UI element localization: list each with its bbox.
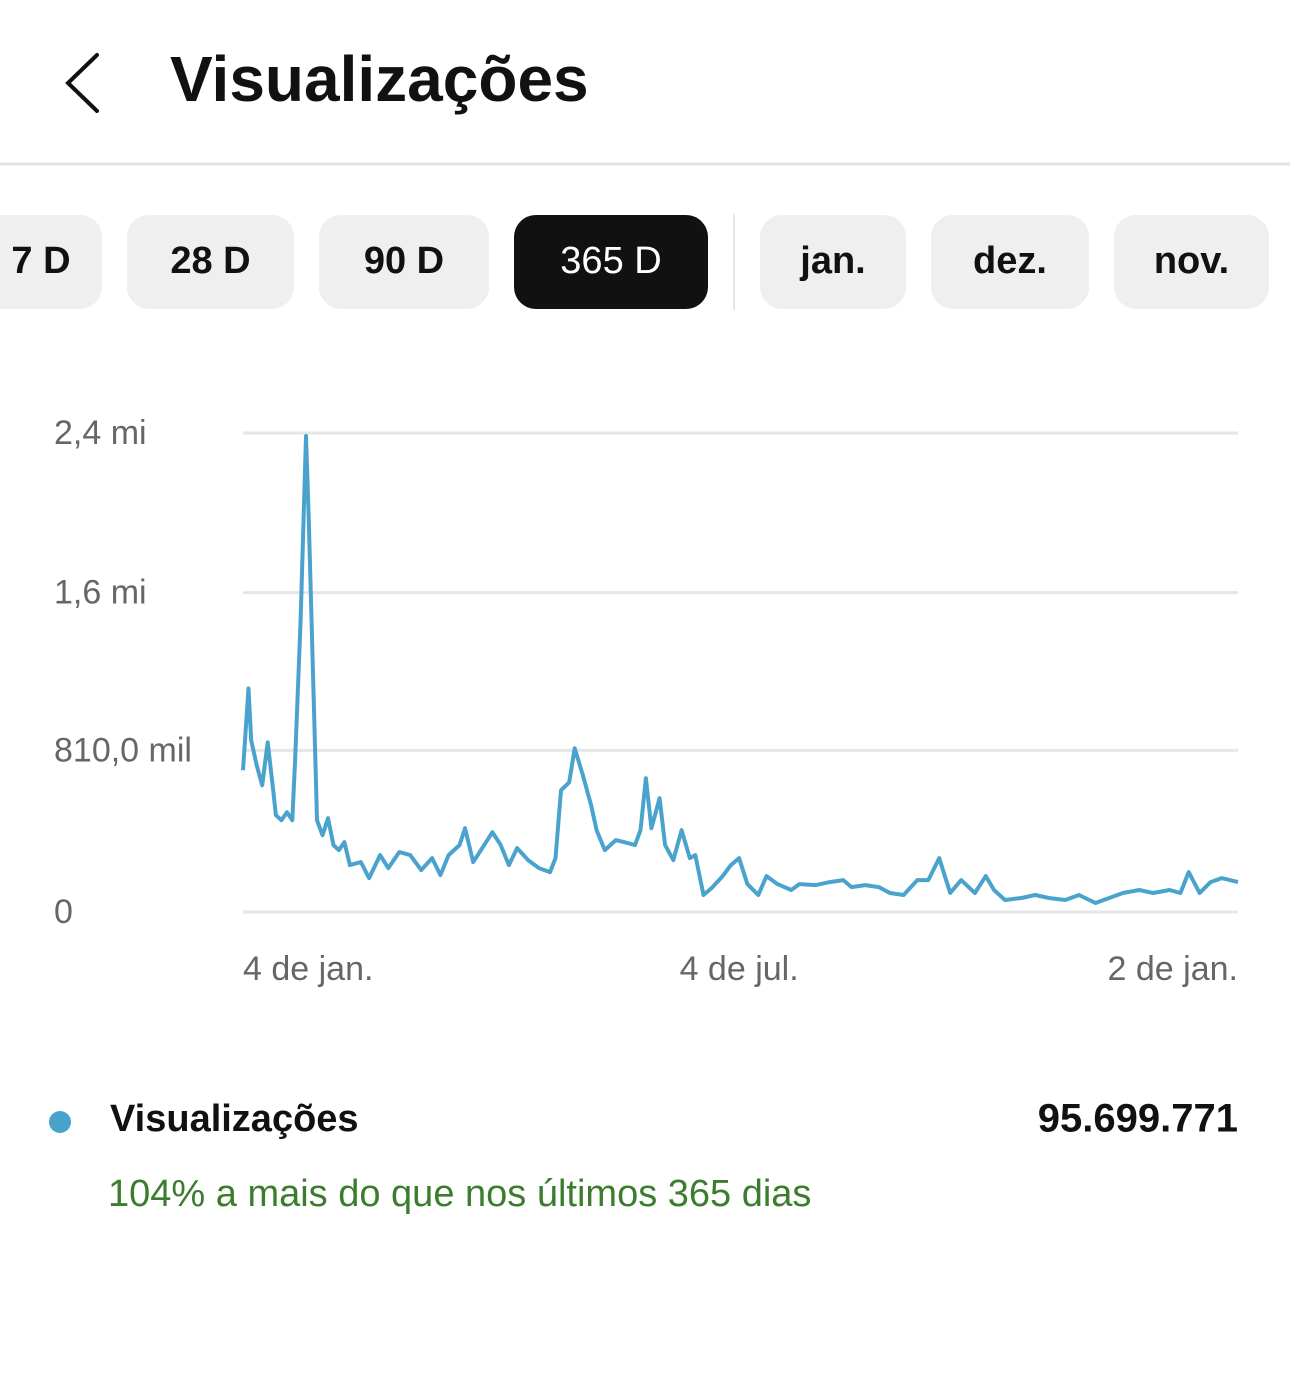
page-title: Visualizações	[170, 43, 589, 115]
y-tick-label: 0	[54, 893, 73, 931]
tab[interactable]	[514, 215, 708, 309]
legend-name: Visualizações	[110, 1098, 359, 1140]
x-tick-label: 4 de jan.	[243, 950, 373, 988]
tab[interactable]	[931, 215, 1089, 309]
tab-label[interactable]: 365 D	[560, 240, 661, 282]
x-tick-label: 2 de jan.	[1108, 950, 1238, 988]
tab[interactable]	[319, 215, 489, 309]
y-tick-label: 810,0 mil	[54, 731, 192, 769]
tab[interactable]	[760, 215, 906, 309]
tab-label[interactable]: 28 D	[170, 240, 250, 282]
total-value: 95.699.771	[1038, 1097, 1238, 1141]
tab-label[interactable]: dez.	[973, 240, 1047, 282]
tab-label[interactable]: jan.	[799, 240, 865, 282]
x-tick-label: 4 de jul.	[680, 950, 799, 988]
tab-label[interactable]: nov.	[1154, 240, 1229, 282]
tab[interactable]	[1114, 215, 1269, 309]
legend-dot	[49, 1111, 71, 1133]
data-line	[241, 434, 1239, 905]
back-button[interactable]	[65, 53, 99, 113]
tab[interactable]	[0, 215, 102, 309]
tab[interactable]	[127, 215, 294, 309]
y-tick-label: 2,4 mi	[54, 414, 147, 452]
y-tick-label: 1,6 mi	[54, 574, 147, 612]
tab-label[interactable]: 7 D	[11, 240, 70, 282]
tab-label[interactable]: 90 D	[364, 240, 444, 282]
comparison-note: 104% a mais do que nos últimos 365 dias	[108, 1173, 811, 1215]
